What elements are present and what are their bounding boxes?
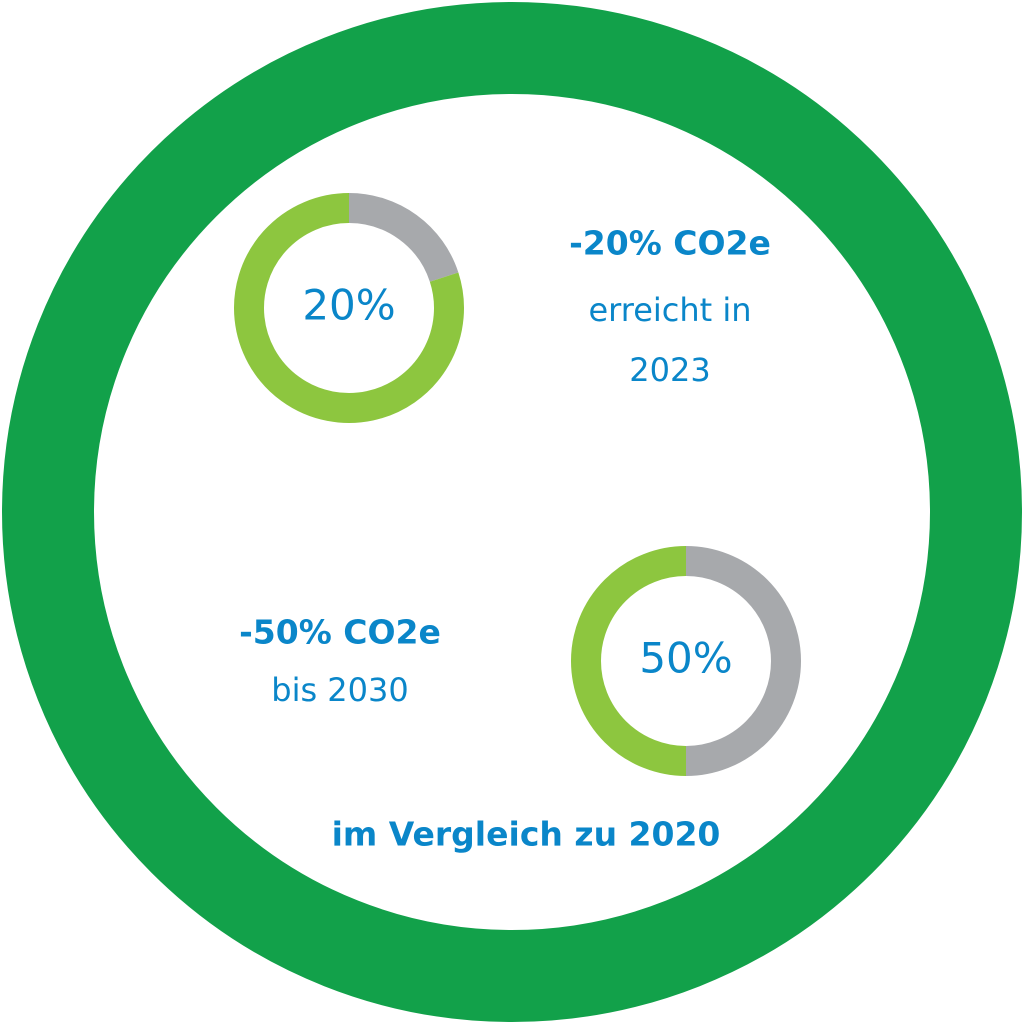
annotation-heading: -20% CO2e — [569, 224, 771, 263]
donut-segment — [348, 193, 459, 283]
annotation-text: 2023 — [629, 351, 710, 389]
footer: im Vergleich zu 2020 — [332, 815, 721, 854]
annotation-heading: -50% CO2e — [239, 613, 441, 652]
donut-segment — [234, 193, 464, 423]
donut-segment — [685, 546, 801, 776]
annotation-text: bis 2030 — [271, 671, 408, 709]
annotation-text: erreicht in — [588, 291, 751, 329]
center-label: 50% — [639, 634, 732, 683]
donut-segment — [571, 546, 687, 776]
center-label: 20% — [302, 281, 395, 330]
